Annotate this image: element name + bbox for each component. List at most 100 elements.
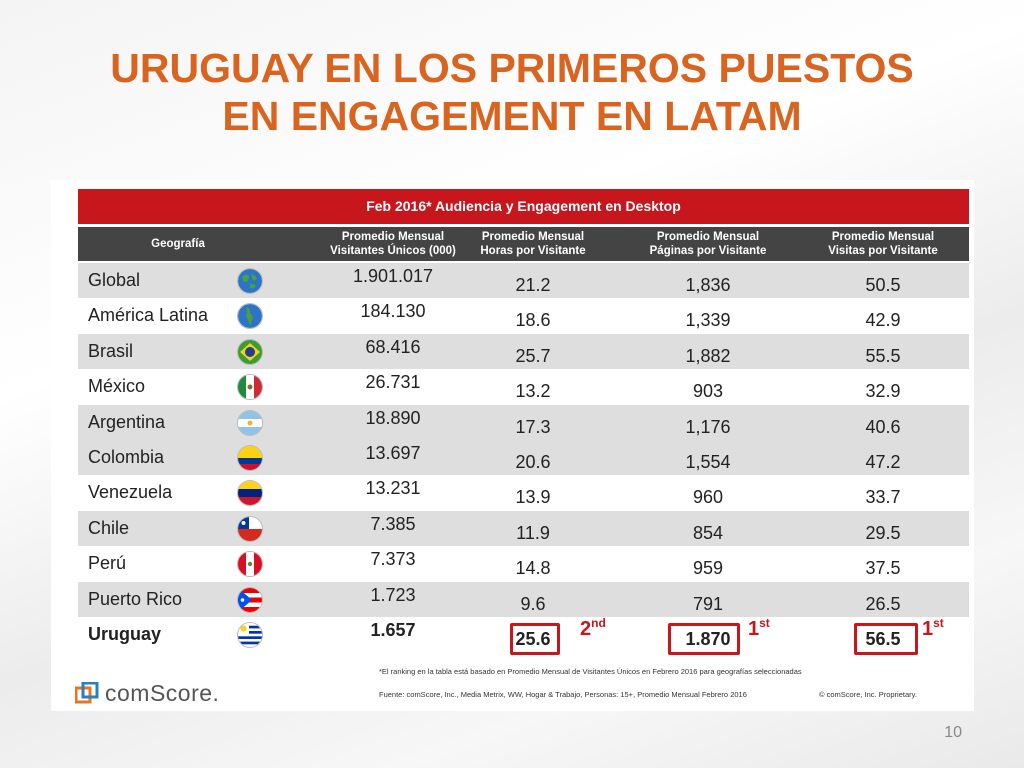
col-header-geography-label: Geografía <box>151 238 205 250</box>
pages-value: 1,554 <box>685 451 731 472</box>
hours-value: 13.2 <box>515 381 551 402</box>
table-row: México 26.731 13.2 903 32.9 <box>78 369 969 405</box>
colombia-flag-icon <box>237 444 263 471</box>
visitors-value: 7.385 <box>370 513 416 534</box>
table-row-highlight: Uruguay 1.657 25.6 1.870 56.5 <box>78 616 969 653</box>
hours-value: 17.3 <box>515 416 551 437</box>
col-header-visits: Promedio Mensual Visitas por Visitante <box>798 227 968 261</box>
visitors-value: 1.723 <box>370 584 416 605</box>
pages-value: 1,176 <box>685 416 731 437</box>
rank-visits-num: 1 <box>922 618 934 640</box>
pages-value: 1,882 <box>685 345 731 366</box>
col-header-visits-line1: Promedio Mensual <box>831 231 935 243</box>
peru-flag-icon <box>237 551 263 578</box>
rank-hours: 2nd <box>580 616 606 641</box>
chile-flag-icon <box>237 515 263 542</box>
pages-value: 791 <box>692 593 724 614</box>
argentina-flag-icon <box>237 409 263 436</box>
hours-value: 11.9 <box>516 522 550 543</box>
slide-title: URUGUAY EN LOS PRIMEROS PUESTOS EN ENGAG… <box>0 44 1024 140</box>
geo-label: Uruguay <box>88 623 162 644</box>
table-title: Feb 2016* Audiencia y Engagement en Desk… <box>78 189 969 224</box>
visitors-value: 1.901.017 <box>352 266 434 286</box>
mexico-flag-icon <box>237 374 263 401</box>
geo-label: Perú <box>88 553 127 574</box>
hours-value: 25.7 <box>515 345 551 366</box>
table-row: Perú 7.373 14.8 959 37.5 <box>78 546 969 582</box>
table-row: Colombia 13.697 20.6 1,554 47.2 <box>78 439 969 476</box>
pages-value: 1,339 <box>685 310 731 331</box>
col-header-visitors: Promedio Mensual Visitantes Únicos (000) <box>293 227 493 261</box>
puerto-rico-flag-icon <box>237 586 263 613</box>
visits-value: 26.5 <box>865 593 901 614</box>
col-header-visits-line2: Visitas por Visitante <box>828 245 938 257</box>
table-row: Brasil 68.416 25.7 1,882 55.5 <box>78 333 969 370</box>
table-row: Argentina 18.890 17.3 1,176 40.6 <box>78 404 969 440</box>
visitors-value: 68.416 <box>365 336 421 357</box>
visitors-value: 13.231 <box>365 478 421 499</box>
col-header-geography: Geografía <box>78 227 278 261</box>
rank-visits: 1st <box>922 616 944 641</box>
pages-value: 959 <box>692 558 724 579</box>
hours-value: 18.6 <box>515 310 551 331</box>
visits-value: 42.9 <box>865 310 901 331</box>
pages-value: 903 <box>692 381 724 402</box>
title-line-2: EN ENGAGEMENT EN LATAM <box>222 93 802 139</box>
geo-label: Chile <box>88 517 130 538</box>
table-row: Global 1.901.017 21.2 1,836 50.5 <box>78 263 969 299</box>
table-row: Puerto Rico 1.723 9.6 791 26.5 <box>78 581 969 617</box>
visits-value: 29.5 <box>865 522 901 543</box>
rank-pages-num: 1 <box>748 618 760 640</box>
highlight-box-hours <box>510 623 560 655</box>
table-row: Venezuela 13.231 13.9 960 33.7 <box>78 475 969 511</box>
table-body: Global 1.901.017 21.2 1,836 50.5 América… <box>78 263 969 653</box>
page-number: 10 <box>944 724 962 741</box>
col-header-pages-line2: Páginas por Visitante <box>649 245 767 257</box>
visitors-value: 26.731 <box>365 372 421 393</box>
geo-label: América Latina <box>88 305 209 326</box>
geo-label: Argentina <box>88 411 166 432</box>
comscore-logo-text: comScore. <box>105 679 220 706</box>
col-header-hours: Promedio Mensual Horas por Visitante <box>463 227 603 261</box>
table-row: Chile 7.385 11.9 854 29.5 <box>78 510 969 547</box>
rank-pages: 1st <box>748 616 770 641</box>
americas-globe-icon <box>237 303 263 330</box>
brazil-flag-icon <box>237 338 263 365</box>
visitors-value: 184.130 <box>360 301 426 322</box>
rank-pages-suffix: st <box>759 616 770 630</box>
title-line-1: URUGUAY EN LOS PRIMEROS PUESTOS <box>110 45 914 91</box>
pages-value: 1,836 <box>685 275 731 295</box>
visitors-value: 1.657 <box>370 619 416 640</box>
visits-value: 55.5 <box>865 345 901 366</box>
geo-label: Venezuela <box>88 482 173 503</box>
source-note: Fuente: comScore, Inc., Media Metrix, WW… <box>379 690 747 699</box>
visits-value: 50.5 <box>865 275 901 295</box>
rank-hours-num: 2 <box>580 618 592 640</box>
col-header-hours-line1: Promedio Mensual <box>481 231 585 243</box>
geo-label: Global <box>88 270 141 290</box>
visits-value: 32.9 <box>865 381 901 402</box>
uruguay-flag-icon <box>237 621 263 648</box>
pages-value: 960 <box>692 487 724 508</box>
data-table-panel: Feb 2016* Audiencia y Engagement en Desk… <box>51 180 974 711</box>
col-header-pages-line1: Promedio Mensual <box>656 231 760 243</box>
geo-label: Colombia <box>88 446 165 467</box>
highlight-box-pages <box>668 623 740 655</box>
hours-value: 14.8 <box>515 558 551 579</box>
visits-value: 33.7 <box>865 487 901 508</box>
col-header-hours-line2: Horas por Visitante <box>480 245 586 257</box>
visits-value: 47.2 <box>865 451 901 472</box>
visits-value: 37.5 <box>865 558 901 579</box>
pages-value: 1.870 <box>685 628 731 649</box>
comscore-logo: comScore. <box>75 680 219 706</box>
pages-value: 854 <box>692 522 724 543</box>
hours-value: 21.2 <box>515 275 551 295</box>
highlight-box-visits <box>854 623 918 655</box>
table-row: América Latina 184.130 18.6 1,339 42.9 <box>78 298 969 334</box>
globe-icon <box>237 268 263 294</box>
comscore-logo-icon <box>75 682 99 704</box>
venezuela-flag-icon <box>237 480 263 507</box>
visits-value: 40.6 <box>865 416 901 437</box>
col-header-visitors-line1: Promedio Mensual <box>341 231 445 243</box>
geo-label: Puerto Rico <box>88 588 183 609</box>
